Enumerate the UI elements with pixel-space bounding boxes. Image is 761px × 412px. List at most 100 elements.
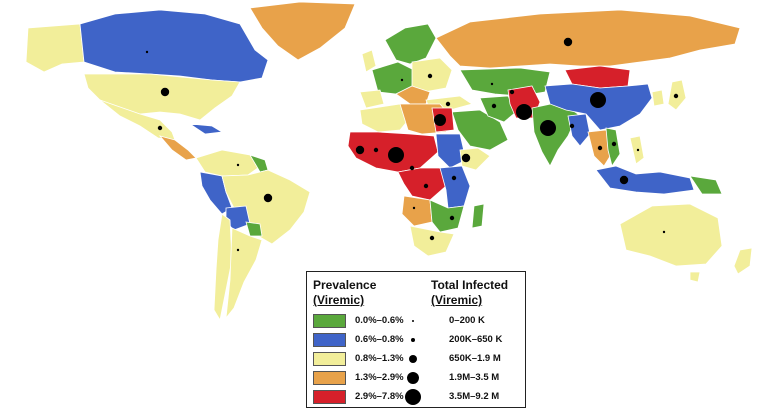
bubble-ethiopia [461,153,471,163]
region-scandinavia [384,23,437,65]
bubble-cameroon [409,165,415,171]
region-tasmania [689,271,701,283]
bubble-bangladesh [569,123,575,129]
region-alaska [25,23,85,73]
bubble-usa [160,87,170,97]
bubble-nigeria [388,147,404,163]
infected-dot-2 [410,337,416,343]
region-southern-africa [409,225,455,257]
map-legend: Prevalence (Viremic) Total Infected (Vir… [306,271,526,408]
bubble-kenya [451,175,457,181]
region-central-america [158,135,197,161]
prevalence-swatch-1 [313,314,346,328]
infected-dot-4 [407,372,419,384]
legend-row-5: 2.9%–7.8% 3.5M–9.2 M [313,389,513,405]
region-bangladesh-myanmar [567,113,591,147]
bubble-canada [145,50,149,54]
region-chile [213,213,233,322]
bubble-brazil [263,193,273,203]
infected-dot-3 [408,354,418,364]
prevalence-swatch-3 [313,352,346,366]
bubble-west-africa [373,147,379,153]
bubble-turkey [445,101,451,107]
region-iberia [359,89,385,109]
bubble-colombia [236,163,240,167]
bubble-australia [662,230,666,234]
bubble-mozambique [449,215,455,221]
bubble-afghanistan [509,89,515,95]
region-korea [651,89,665,107]
region-new-zealand [733,247,753,275]
legend-row-3: 0.8%–1.3% 650K–1.9 M [313,352,513,366]
region-greenland [249,1,356,61]
infected-dot-5 [405,389,421,405]
bubble-south-africa [429,235,435,241]
region-arabia [451,109,509,151]
region-papua [689,175,723,195]
region-zambia-mozambique [429,199,465,233]
region-sudan [435,133,467,169]
region-horn-of-africa [459,147,491,171]
prevalence-range-label-3: 0.8%–1.3% [355,353,404,364]
bubble-thailand [597,145,603,151]
bubble-drc [423,183,429,189]
region-vietnam [605,127,621,167]
infected-title-text: Total Infected [431,278,509,292]
legend-row-1: 0.0%–0.6% 0–200 K [313,314,513,328]
legend-row-2: 0.6%–0.8% 200K–650 K [313,333,513,347]
infected-subtitle-text: (Viremic) [431,293,483,307]
region-eastern-europe [411,57,453,93]
bubble-mexico [157,125,163,131]
infected-dot-1 [411,319,415,323]
region-canada [79,9,269,83]
infected-range-label-2: 200K–650 K [449,334,503,345]
prevalence-range-label-4: 1.3%–2.9% [355,372,404,383]
region-madagascar [471,203,485,229]
prevalence-subtitle-text: (Viremic) [313,293,365,307]
bubble-china [590,92,606,108]
bubble-europe [400,78,404,82]
bubble-egypt [434,114,446,126]
region-angola [401,195,433,227]
prevalence-swatch-5 [313,390,346,404]
bubble-indonesia [619,175,629,185]
region-central-asia [459,67,551,97]
infected-range-label-3: 650K–1.9 M [449,353,501,364]
region-italy-balkans [395,85,431,105]
legend-row-4: 1.3%–2.9% 1.9M–3.5 M [313,371,513,385]
infected-range-label-5: 3.5M–9.2 M [449,391,500,402]
region-india [531,101,579,167]
bubble-india [540,120,556,136]
infected-range-label-4: 1.9M–3.5 M [449,372,500,383]
prevalence-title-text: Prevalence [313,278,377,292]
bubble-pakistan [516,104,532,120]
region-venezuela-colombia [195,149,263,177]
prevalence-swatch-4 [313,371,346,385]
prevalence-range-label-1: 0.0%–0.6% [355,315,404,326]
region-usa [83,73,241,121]
prevalence-range-label-2: 0.6%–0.8% [355,334,404,345]
bubble-argentina [236,248,240,252]
region-paraguay [245,221,263,237]
region-central-africa [397,167,447,201]
prevalence-swatch-2 [313,333,346,347]
prevalence-range-label-5: 2.9%–7.8% [355,391,404,402]
region-russia [435,9,741,69]
region-australia [619,203,723,267]
region-indonesia [595,165,695,195]
region-iran [479,95,517,123]
region-uk [361,49,377,73]
bubble-eastern-europe [427,73,433,79]
bubble-central-asia [490,82,494,86]
bubble-vietnam [611,141,617,147]
bubble-japan [673,93,679,99]
region-argentina [225,227,263,320]
infected-legend-title: Total Infected (Viremic) [431,278,508,308]
bubble-philippines [636,148,640,152]
region-caribbean [189,123,224,135]
bubble-iran [491,103,497,109]
bubble-ghana [355,145,365,155]
infected-range-label-1: 0–200 K [449,315,485,326]
